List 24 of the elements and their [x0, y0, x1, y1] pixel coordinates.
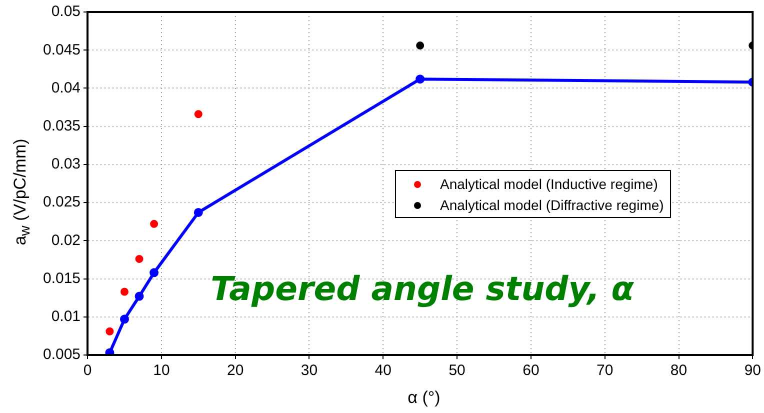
y-tick-label: 0.05	[51, 3, 81, 20]
y-tick-label: 0.03	[51, 156, 81, 173]
annotation: Tapered angle study, α	[210, 269, 634, 308]
x-tick-label: 0	[83, 362, 92, 380]
x-tick-label: 20	[227, 362, 244, 380]
x-tick-label: 90	[744, 362, 761, 380]
legend-label: Analytical model (Inductive regime)	[440, 176, 658, 192]
x-tick-label: 60	[522, 362, 540, 380]
x-tick-label: 10	[153, 362, 170, 380]
y-tick-label: 0.04	[51, 79, 81, 96]
y-tick-label: 0.02	[51, 232, 81, 249]
y-tick-label: 0.005	[42, 346, 81, 364]
x-tick-label: 30	[300, 362, 318, 380]
legend-label: Analytical model (Diffractive regime)	[440, 196, 664, 212]
y-tick-label: 0.015	[42, 270, 81, 287]
y-tick-label: 0.045	[42, 41, 81, 58]
x-tick-label: 70	[596, 362, 614, 380]
x-axis-title: α (°)	[408, 388, 440, 408]
y-tick-label: 0.025	[42, 194, 81, 211]
x-tick-label: 50	[448, 362, 466, 380]
y-tick-label: 0.01	[51, 308, 81, 326]
x-tick-label: 40	[374, 362, 392, 380]
y-tick-label: 0.035	[42, 117, 81, 134]
x-tick-label: 80	[670, 362, 688, 380]
